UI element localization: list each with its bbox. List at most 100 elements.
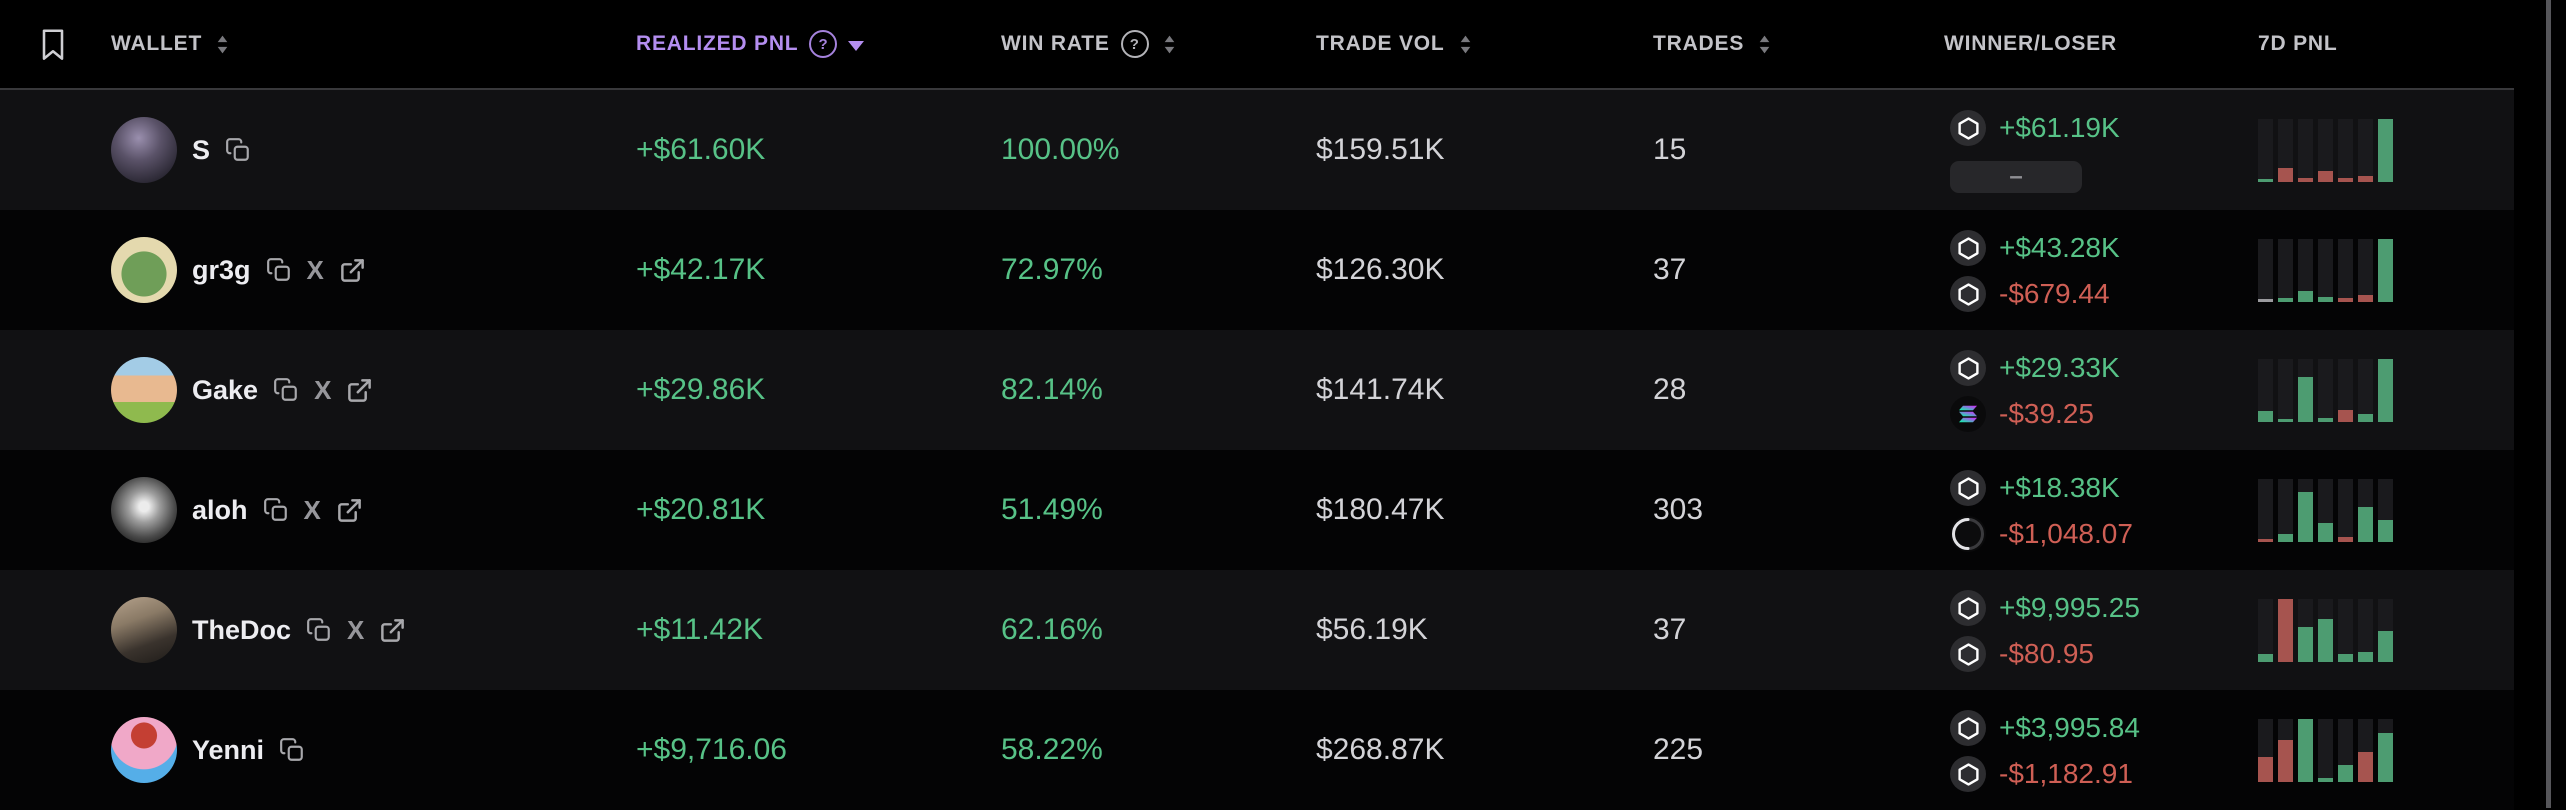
avatar[interactable] bbox=[111, 237, 177, 303]
pnl-bar bbox=[2378, 359, 2393, 422]
hex-token-icon bbox=[1950, 470, 1986, 506]
pnl-bar-track bbox=[2358, 119, 2373, 182]
hex-token-icon bbox=[1950, 230, 1986, 266]
column-header[interactable]: TRADES bbox=[1653, 0, 1774, 88]
help-icon[interactable]: ? bbox=[1120, 30, 1149, 58]
pnl-bar bbox=[2298, 291, 2313, 302]
pnl-bar-track bbox=[2378, 359, 2393, 422]
help-icon[interactable]: ? bbox=[809, 30, 838, 58]
wallet-name: Yenni bbox=[192, 734, 265, 765]
avatar[interactable] bbox=[111, 357, 177, 423]
table-header: WALLET REALIZED PNL ? WIN RATE ? TRADE V… bbox=[0, 0, 2566, 90]
pnl-bar-track bbox=[2258, 719, 2273, 782]
win-rate-value: 62.16% bbox=[1001, 613, 1103, 646]
twitter-x-icon[interactable]: X bbox=[307, 257, 324, 283]
realized-pnl-value: +$29.86K bbox=[636, 373, 766, 406]
pnl-bar-track bbox=[2278, 359, 2293, 422]
pnl-bar bbox=[2278, 418, 2293, 422]
wallet-name: S bbox=[192, 134, 211, 165]
table-row[interactable]: Yenni +$9,716.06 58.22% $268.87K 225 +$3… bbox=[0, 690, 2514, 810]
pnl-bar bbox=[2378, 239, 2393, 302]
wallet-name: gr3g bbox=[192, 254, 251, 285]
column-header[interactable]: WALLET bbox=[111, 0, 232, 88]
winner-amount: +$61.19K bbox=[1999, 112, 2120, 143]
table-row[interactable]: S +$61.60K 100.00% $159.51K 15 +$61.19K … bbox=[0, 90, 2514, 210]
pnl-bar bbox=[2258, 756, 2273, 782]
copy-address-icon[interactable] bbox=[225, 137, 251, 163]
table-body: S +$61.60K 100.00% $159.51K 15 +$61.19K … bbox=[0, 90, 2514, 810]
hex-token-icon bbox=[1950, 590, 1986, 626]
external-link-icon[interactable] bbox=[346, 377, 373, 404]
avatar[interactable] bbox=[111, 717, 177, 783]
win-rate-value: 72.97% bbox=[1001, 253, 1103, 286]
wallet-name: aloh bbox=[192, 494, 248, 525]
copy-address-icon[interactable] bbox=[266, 257, 292, 283]
pnl-bar-track bbox=[2318, 359, 2333, 422]
pnl-bar bbox=[2278, 534, 2293, 542]
column-header[interactable]: TRADE VOL bbox=[1316, 0, 1475, 88]
winner-loser-cell: +$3,995.84 -$1,182.91 bbox=[1950, 707, 2140, 795]
avatar[interactable] bbox=[111, 597, 177, 663]
column-header[interactable]: 7D PNL bbox=[2258, 0, 2337, 88]
vertical-scrollbar[interactable] bbox=[2546, 0, 2551, 808]
hex-token-icon bbox=[1950, 110, 1986, 146]
wallet-cell: gr3g X bbox=[111, 237, 366, 303]
pnl-bar-track bbox=[2378, 719, 2393, 782]
loser-row: -$39.25 bbox=[1950, 393, 2120, 435]
trade-vol-value: $56.19K bbox=[1316, 613, 1428, 646]
copy-address-icon[interactable] bbox=[273, 377, 299, 403]
twitter-x-icon[interactable]: X bbox=[347, 617, 364, 643]
pnl-bar-track bbox=[2358, 479, 2373, 542]
external-link-icon[interactable] bbox=[379, 617, 406, 644]
header-divider bbox=[0, 88, 2514, 90]
column-header[interactable]: WIN RATE ? bbox=[1001, 0, 1179, 88]
winner-row: +$43.28K bbox=[1950, 227, 2120, 269]
pnl-bar-track bbox=[2358, 359, 2373, 422]
sort-icon bbox=[1755, 33, 1774, 56]
column-header-label: REALIZED PNL bbox=[636, 32, 799, 55]
avatar[interactable] bbox=[111, 117, 177, 183]
bookmark-icon[interactable] bbox=[41, 29, 65, 61]
pnl-bar-track bbox=[2298, 479, 2313, 542]
copy-address-icon[interactable] bbox=[306, 617, 332, 643]
table-row[interactable]: TheDoc X +$11.42K 62.16% $56.19K 37 +$9,… bbox=[0, 570, 2514, 690]
pnl-bar bbox=[2338, 765, 2353, 782]
pnl-bar-track bbox=[2338, 479, 2353, 542]
pnl-bar-track bbox=[2338, 359, 2353, 422]
external-link-icon[interactable] bbox=[336, 497, 363, 524]
column-header[interactable]: WINNER/LOSER bbox=[1944, 0, 2117, 88]
table-row[interactable]: Gake X +$29.86K 82.14% $141.74K 28 +$29.… bbox=[0, 330, 2514, 450]
pnl-bar bbox=[2338, 177, 2353, 182]
table-row[interactable]: aloh X +$20.81K 51.49% $180.47K 303 +$18… bbox=[0, 450, 2514, 570]
loser-amount: -$80.95 bbox=[1999, 638, 2094, 669]
loser-row: -$1,182.91 bbox=[1950, 753, 2140, 795]
table-row[interactable]: gr3g X +$42.17K 72.97% $126.30K 37 +$43.… bbox=[0, 210, 2514, 330]
column-header[interactable]: REALIZED PNL ? bbox=[636, 0, 865, 88]
pnl-bar bbox=[2338, 536, 2353, 542]
winner-row: +$9,995.25 bbox=[1950, 587, 2140, 629]
winner-row: +$18.38K bbox=[1950, 467, 2133, 509]
pnl-bar-track bbox=[2338, 119, 2353, 182]
copy-address-icon[interactable] bbox=[279, 737, 305, 763]
pnl-bar bbox=[2358, 507, 2373, 542]
twitter-x-icon[interactable]: X bbox=[304, 497, 321, 523]
winner-amount: +$3,995.84 bbox=[1999, 712, 2140, 743]
copy-address-icon[interactable] bbox=[263, 497, 289, 523]
sort-icon bbox=[213, 33, 232, 56]
win-rate-value: 100.00% bbox=[1001, 133, 1120, 166]
winner-loser-cell: +$61.19K – bbox=[1950, 107, 2120, 195]
column-header-label: WALLET bbox=[111, 32, 203, 55]
moon-token-icon bbox=[1950, 516, 1986, 552]
pnl-bar bbox=[2318, 523, 2333, 542]
external-link-icon[interactable] bbox=[339, 257, 366, 284]
sort-icon bbox=[1160, 33, 1179, 56]
trades-value: 225 bbox=[1653, 733, 1704, 766]
pnl-bar bbox=[2358, 651, 2373, 662]
wallet-cell: S bbox=[111, 117, 251, 183]
loser-amount: -$679.44 bbox=[1999, 278, 2110, 309]
pnl-bar bbox=[2298, 491, 2313, 542]
avatar[interactable] bbox=[111, 477, 177, 543]
wallet-name: TheDoc bbox=[192, 614, 292, 645]
twitter-x-icon[interactable]: X bbox=[314, 377, 331, 403]
